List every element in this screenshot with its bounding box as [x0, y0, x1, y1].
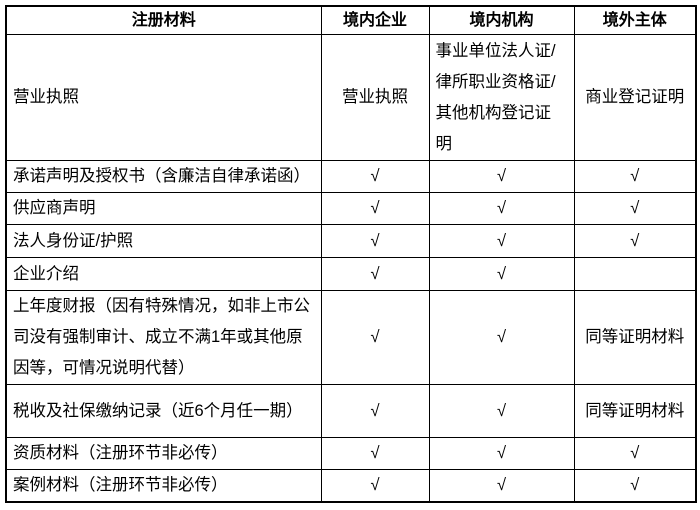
cell-material: 税收及社保缴纳记录（近6个月任一期）	[5, 384, 322, 438]
column-header-registration-materials: 注册材料	[5, 5, 322, 35]
table-row-annual-financial-report: 上年度财报（因有特殊情况，如非上市公 司没有强制审计、成立不满1年或其他原 因等…	[5, 290, 697, 385]
table-row-business-license: 营业执照 营业执照 事业单位法人证/ 律所职业资格证/ 其他机构登记证 明 商业…	[5, 34, 697, 161]
cell-overseas-entity: √	[573, 160, 697, 193]
cell-material: 案例材料（注册环节非必传）	[5, 469, 322, 503]
cell-domestic-enterprise: √	[320, 160, 430, 193]
registration-materials-table: 注册材料 境内企业 境内机构 境外主体 营业执照 营业执照 事业单位法人证/ 律…	[5, 5, 697, 503]
cell-domestic-enterprise: √	[320, 290, 430, 385]
cell-domestic-enterprise: √	[320, 192, 430, 225]
cell-domestic-enterprise: √	[320, 469, 430, 503]
cell-domestic-institution: √	[428, 257, 575, 291]
cell-domestic-institution: √	[428, 469, 575, 503]
column-header-overseas-entity: 境外主体	[573, 5, 697, 35]
cell-domestic-institution: √	[428, 437, 575, 470]
cell-material: 承诺声明及授权书（含廉洁自律承诺函）	[5, 160, 322, 193]
table-row-legal-person-id: 法人身份证/护照 √ √ √	[5, 224, 697, 258]
table-row-tax-social-security-records: 税收及社保缴纳记录（近6个月任一期） √ √ 同等证明材料	[5, 384, 697, 438]
cell-domestic-institution: √	[428, 192, 575, 225]
column-header-domestic-institution: 境内机构	[428, 5, 575, 35]
cell-material: 资质材料（注册环节非必传）	[5, 437, 322, 470]
cell-overseas-entity: √	[573, 437, 697, 470]
table-row-case-materials: 案例材料（注册环节非必传） √ √ √	[5, 469, 697, 503]
table-row-supplier-statement: 供应商声明 √ √ √	[5, 192, 697, 225]
cell-domestic-institution: √	[428, 160, 575, 193]
cell-material: 企业介绍	[5, 257, 322, 291]
cell-domestic-enterprise: √	[320, 257, 430, 291]
cell-overseas-entity: 商业登记证明	[573, 34, 697, 161]
cell-material: 营业执照	[5, 34, 322, 161]
cell-domestic-enterprise: 营业执照	[320, 34, 430, 161]
cell-domestic-institution: √	[428, 384, 575, 438]
cell-domestic-institution: 事业单位法人证/ 律所职业资格证/ 其他机构登记证 明	[428, 34, 575, 161]
cell-overseas-entity	[573, 257, 697, 291]
cell-domestic-enterprise: √	[320, 384, 430, 438]
cell-overseas-entity: 同等证明材料	[573, 290, 697, 385]
table-row-qualification-materials: 资质材料（注册环节非必传） √ √ √	[5, 437, 697, 470]
cell-overseas-entity: √	[573, 192, 697, 225]
cell-domestic-enterprise: √	[320, 437, 430, 470]
cell-domestic-institution: √	[428, 290, 575, 385]
cell-domestic-institution: √	[428, 224, 575, 258]
cell-material: 上年度财报（因有特殊情况，如非上市公 司没有强制审计、成立不满1年或其他原 因等…	[5, 290, 322, 385]
cell-overseas-entity: 同等证明材料	[573, 384, 697, 438]
cell-overseas-entity: √	[573, 224, 697, 258]
cell-material: 供应商声明	[5, 192, 322, 225]
column-header-domestic-enterprise: 境内企业	[320, 5, 430, 35]
cell-material: 法人身份证/护照	[5, 224, 322, 258]
cell-domestic-enterprise: √	[320, 224, 430, 258]
cell-overseas-entity: √	[573, 469, 697, 503]
table-row-company-introduction: 企业介绍 √ √	[5, 257, 697, 291]
header-row: 注册材料 境内企业 境内机构 境外主体	[5, 5, 697, 35]
table-row-commitment-statement: 承诺声明及授权书（含廉洁自律承诺函） √ √ √	[5, 160, 697, 193]
